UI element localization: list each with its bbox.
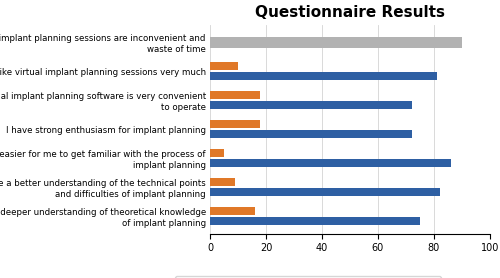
Bar — [210, 62, 238, 71]
Bar — [210, 149, 224, 157]
Legend: Disagree, Slightly agree, Strongly agree: Disagree, Slightly agree, Strongly agree — [175, 276, 441, 278]
Bar — [210, 37, 462, 48]
Bar — [210, 159, 451, 167]
Bar — [210, 207, 255, 215]
Bar — [210, 178, 235, 186]
Bar — [210, 130, 412, 138]
Bar — [210, 91, 260, 100]
Bar — [210, 188, 440, 196]
Bar — [210, 101, 412, 109]
Bar — [210, 72, 437, 80]
Bar — [210, 120, 260, 128]
Bar — [210, 217, 420, 225]
Title: Questionnaire Results: Questionnaire Results — [255, 5, 445, 20]
